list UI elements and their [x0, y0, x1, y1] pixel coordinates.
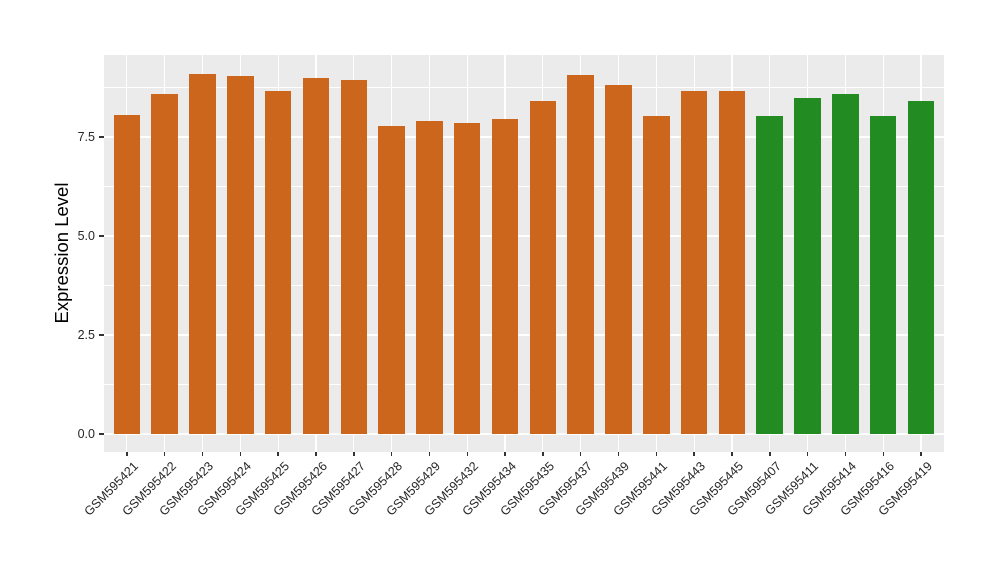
y-tick-mark — [99, 235, 104, 237]
x-tick-mark — [390, 452, 393, 456]
x-tick-mark — [201, 452, 204, 456]
bar-slot — [637, 55, 675, 434]
x-tick-mark — [353, 452, 355, 456]
bar — [302, 77, 330, 434]
bar — [794, 97, 821, 434]
y-tick-mark — [99, 136, 104, 138]
y-tick-label-text: 0.0 — [77, 427, 95, 441]
bar-slot — [600, 55, 638, 434]
bar — [113, 114, 141, 434]
bar — [907, 101, 935, 434]
bar-slot — [864, 55, 902, 434]
bar — [189, 74, 216, 434]
bar-slot — [751, 55, 789, 434]
bar — [567, 74, 594, 434]
gridline-major — [104, 334, 944, 336]
bar-slot — [713, 55, 751, 434]
gridline-major — [104, 235, 944, 237]
gridline-minor — [104, 384, 944, 385]
bars-container — [104, 55, 944, 434]
gridline-minor — [104, 87, 944, 88]
bar-slot — [335, 55, 373, 434]
x-tick-mark — [769, 452, 771, 456]
x-tick-mark — [731, 452, 733, 456]
y-tick-label-text: 2.5 — [77, 327, 95, 342]
bar-slot — [108, 55, 146, 434]
bar — [378, 125, 405, 434]
x-tick-mark — [655, 452, 658, 456]
bar — [643, 115, 670, 434]
bar-slot — [486, 55, 524, 434]
gridline-major — [104, 433, 944, 435]
bar-slot — [411, 55, 449, 434]
x-tick-mark — [239, 452, 242, 456]
bar — [151, 94, 178, 434]
bar-slot — [562, 55, 600, 434]
x-tick-mark — [579, 452, 582, 456]
bar — [605, 84, 632, 434]
bar-slot — [826, 55, 864, 434]
gridline-minor — [104, 186, 944, 187]
x-tick-mark — [920, 452, 922, 456]
gridline-minor — [104, 285, 944, 286]
bar-slot — [221, 55, 259, 434]
bar — [453, 122, 481, 434]
x-tick-mark — [844, 452, 847, 456]
bar — [416, 121, 443, 434]
x-tick-mark — [693, 452, 695, 456]
bar — [264, 91, 292, 434]
y-tick-label-text: 5.0 — [77, 228, 95, 243]
bar — [869, 116, 897, 434]
bar — [718, 90, 746, 434]
x-tick-mark — [617, 452, 620, 456]
bar-slot — [902, 55, 940, 434]
bar — [340, 79, 368, 434]
x-tick-mark — [882, 452, 885, 456]
x-tick-mark — [806, 452, 809, 456]
x-tick-mark — [542, 452, 544, 456]
bar-slot — [448, 55, 486, 434]
x-tick-mark — [504, 452, 506, 456]
x-tick-mark — [163, 452, 166, 456]
bar-slot — [789, 55, 827, 434]
bar — [680, 91, 708, 434]
bar-slot — [297, 55, 335, 434]
x-tick-mark — [277, 452, 279, 456]
y-axis-title: Expression Level — [51, 182, 72, 324]
bar — [529, 100, 557, 434]
bar — [227, 76, 254, 434]
bar-slot — [524, 55, 562, 434]
bar — [832, 94, 859, 434]
x-tick-mark — [315, 452, 317, 456]
bar — [491, 119, 519, 434]
bar-slot — [373, 55, 411, 434]
y-tick-label-text: 7.5 — [77, 129, 95, 144]
gridline-major — [104, 136, 944, 138]
y-tick-mark — [99, 433, 104, 435]
bar-slot — [184, 55, 222, 434]
x-tick-mark — [126, 452, 128, 456]
plot-panel — [104, 55, 944, 452]
x-tick-mark — [466, 452, 469, 456]
bar — [756, 115, 783, 434]
x-tick-mark — [428, 452, 431, 456]
bar-slot — [146, 55, 184, 434]
bar-slot — [259, 55, 297, 434]
bar-slot — [675, 55, 713, 434]
y-tick-mark — [99, 334, 104, 336]
